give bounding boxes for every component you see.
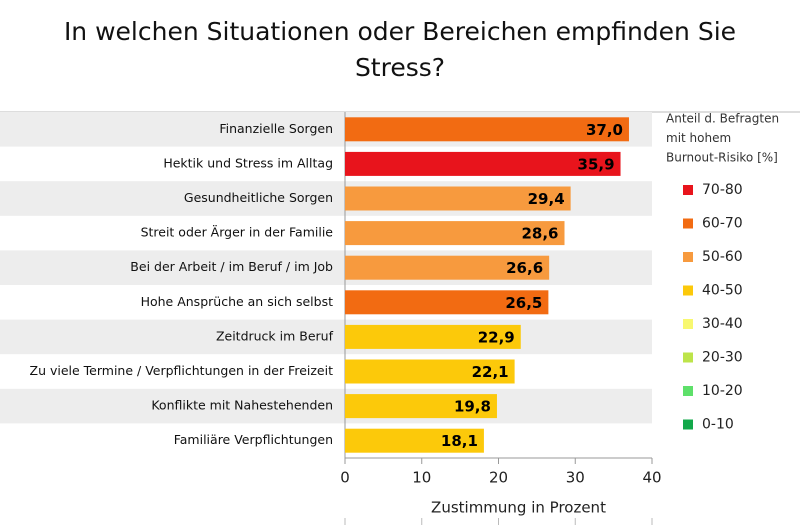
x-tick-label: 0 xyxy=(340,469,350,487)
y-tick-label: Zu viele Termine / Verpflichtungen in de… xyxy=(30,363,334,378)
x-tick-label: 10 xyxy=(412,469,431,487)
x-axis-label: Zustimmung in Prozent xyxy=(431,499,606,517)
x-tick-label: 30 xyxy=(566,469,585,487)
legend-label: 30-40 xyxy=(702,316,743,332)
chart-title: In welchen Situationen oder Bereichen em… xyxy=(63,17,737,82)
bar xyxy=(345,394,497,419)
data-label: 28,6 xyxy=(521,225,558,243)
legend-swatch xyxy=(683,218,693,229)
legend-label: 10-20 xyxy=(702,383,743,399)
y-tick-label: Konflikte mit Nahestehenden xyxy=(151,398,333,413)
bar xyxy=(345,255,550,280)
legend-title: Anteil d. Befragten xyxy=(666,112,779,126)
legend-label: 20-30 xyxy=(702,350,743,366)
y-tick-label: Hektik und Stress im Alltag xyxy=(163,155,333,170)
bar xyxy=(345,359,515,384)
row-stripe xyxy=(0,319,652,355)
data-label: 19,8 xyxy=(454,398,491,416)
y-tick-label: Finanzielle Sorgen xyxy=(219,121,333,136)
legend-title: Burnout-Risiko [%] xyxy=(666,151,778,165)
y-tick-label: Gesundheitliche Sorgen xyxy=(184,190,333,205)
legend-swatch xyxy=(683,185,693,195)
legend-swatch xyxy=(683,352,693,363)
bar xyxy=(345,221,565,246)
data-label: 35,9 xyxy=(578,155,615,173)
data-label: 18,1 xyxy=(441,432,478,450)
data-label: 37,0 xyxy=(586,121,623,139)
legend-swatch xyxy=(683,285,693,296)
legend-swatch xyxy=(683,419,693,430)
legend-label: 70-80 xyxy=(702,182,743,198)
bar xyxy=(345,290,549,315)
y-tick-label: Streit oder Ärger in der Familie xyxy=(141,225,334,240)
y-tick-label: Bei der Arbeit / im Beruf / im Job xyxy=(130,259,333,274)
legend-label: 0-10 xyxy=(702,417,734,433)
bar xyxy=(345,186,571,211)
y-tick-label: Familiäre Verpflichtungen xyxy=(174,432,333,447)
bar xyxy=(345,117,629,142)
x-tick-label: 20 xyxy=(489,469,508,487)
legend-label: 50-60 xyxy=(702,249,743,265)
legend-swatch xyxy=(683,319,693,329)
legend-swatch xyxy=(683,386,693,396)
y-tick-label: Zeitdruck im Beruf xyxy=(216,328,334,343)
legend-label: 40-50 xyxy=(702,283,743,299)
data-label: 26,6 xyxy=(506,259,543,277)
data-label: 26,5 xyxy=(505,294,542,312)
bar xyxy=(345,428,484,453)
data-label: 29,4 xyxy=(528,190,565,208)
x-tick-label: 40 xyxy=(642,469,661,487)
row-stripe xyxy=(0,388,652,424)
data-label: 22,1 xyxy=(472,363,509,381)
legend-label: 60-70 xyxy=(702,216,743,232)
bar xyxy=(345,324,521,349)
legend-swatch xyxy=(683,252,693,262)
legend-title: mit hohem xyxy=(666,131,731,145)
y-tick-label: Hohe Ansprüche an sich selbst xyxy=(141,294,334,309)
bar xyxy=(345,151,621,176)
data-label: 22,9 xyxy=(478,328,515,346)
